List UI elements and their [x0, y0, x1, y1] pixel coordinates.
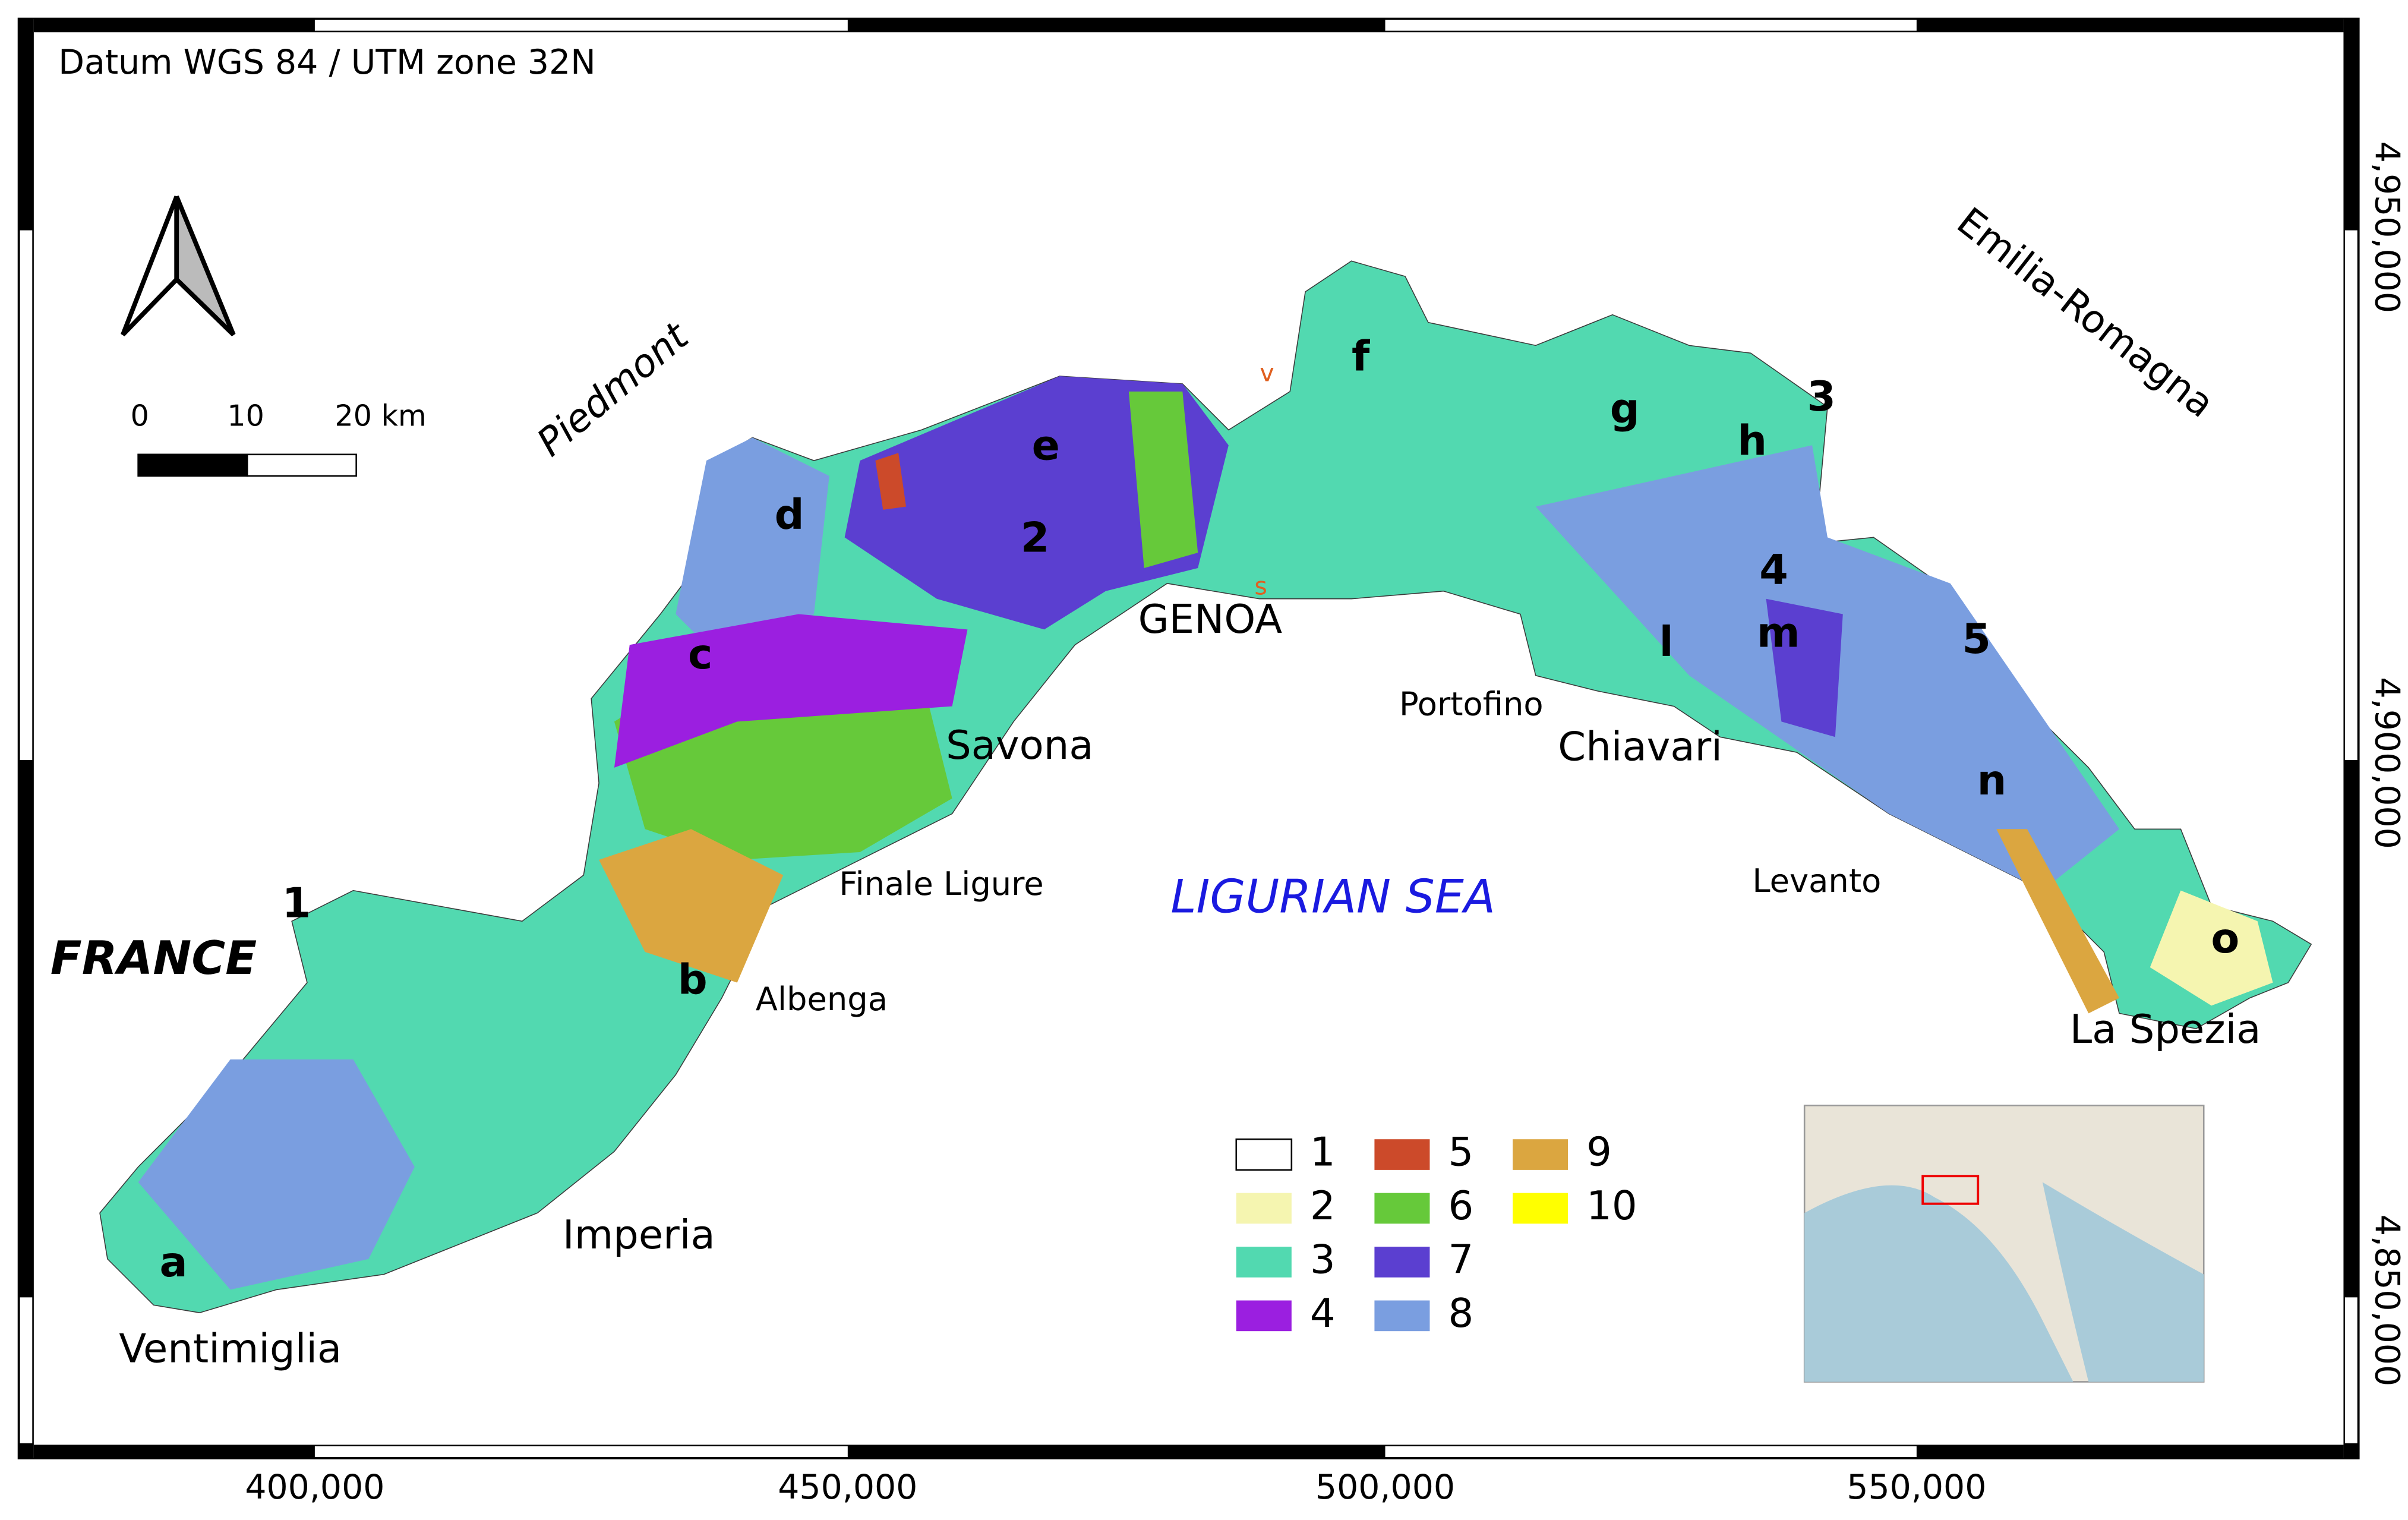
legend-swatch [1236, 1247, 1292, 1278]
zone-number: 2 [1021, 514, 1050, 562]
city-label: Chiavari [1558, 723, 1722, 770]
marker-letter: v [1260, 358, 1274, 387]
site-letter: o [2211, 914, 2239, 963]
legend-swatch [1236, 1193, 1292, 1224]
city-label: Albenga [756, 980, 888, 1018]
site-letter: n [1977, 756, 2007, 805]
legend-label: 2 [1310, 1182, 1336, 1229]
legend-label: 1 [1310, 1129, 1336, 1175]
sea-label: LIGURIAN SEA [1170, 871, 1495, 924]
y-tick-label: 4,950,000 [2368, 141, 2407, 313]
city-label: GENOA [1138, 596, 1283, 642]
legend-label: 10 [1586, 1182, 1637, 1229]
inset-map [1803, 1105, 2205, 1383]
city-label: La Spezia [2070, 1006, 2261, 1052]
legend-label: 8 [1448, 1290, 1473, 1336]
zone-number: 1 [282, 879, 311, 928]
scale-label: 20 km [334, 398, 426, 433]
city-label: Ventimiglia [119, 1325, 342, 1371]
site-letter: a [160, 1238, 188, 1286]
frame-bars [18, 18, 2359, 1459]
north-arrow [121, 195, 236, 337]
site-letter: f [1352, 333, 1370, 381]
site-letter: c [688, 630, 712, 679]
zone-number: 5 [1962, 615, 1991, 663]
city-label: Levanto [1752, 862, 1881, 900]
city-label: Finale Ligure [839, 865, 1043, 903]
site-letter: g [1610, 385, 1640, 433]
country-label: FRANCE [51, 932, 257, 985]
legend-label: 6 [1448, 1182, 1473, 1229]
site-letter: h [1737, 417, 1767, 465]
site-letter: d [775, 491, 804, 539]
legend-swatch [1513, 1139, 1568, 1170]
datum-label: Datum WGS 84 / UTM zone 32N [58, 43, 596, 82]
site-letter: b [678, 956, 708, 1004]
legend-swatch [1235, 1138, 1293, 1171]
city-label: Portofino [1399, 686, 1544, 723]
x-tick-label: 400,000 [245, 1468, 384, 1507]
scale-bar [137, 453, 357, 477]
legend-swatch [1374, 1139, 1430, 1170]
legend-label: 5 [1448, 1129, 1473, 1175]
city-label: Imperia [563, 1212, 715, 1258]
legend-label: 7 [1448, 1236, 1473, 1282]
site-letter: e [1032, 422, 1060, 470]
legend-swatch [1513, 1193, 1568, 1224]
site-letter: m [1757, 609, 1800, 657]
y-tick-label: 4,850,000 [2368, 1215, 2407, 1386]
legend-label: 9 [1586, 1129, 1612, 1175]
land [99, 260, 2312, 1313]
x-tick-label: 450,000 [778, 1468, 917, 1507]
y-tick-label: 4,900,000 [2368, 677, 2407, 849]
x-tick-label: 550,000 [1847, 1468, 1986, 1507]
legend-label: 4 [1310, 1290, 1336, 1336]
scale-label: 10 [227, 398, 264, 433]
zone-number: 4 [1759, 546, 1788, 594]
legend-label: 3 [1310, 1236, 1336, 1282]
site-letter: l [1659, 618, 1674, 666]
legend-swatch [1374, 1193, 1430, 1224]
scale-label: 0 [131, 398, 149, 433]
x-tick-label: 500,000 [1315, 1468, 1455, 1507]
legend-swatch [1374, 1300, 1430, 1332]
city-label: Savona [946, 722, 1094, 768]
marker-letter: s [1254, 572, 1267, 601]
zone-number: 3 [1807, 373, 1836, 421]
legend-swatch [1374, 1247, 1430, 1278]
legend-swatch [1236, 1300, 1292, 1332]
